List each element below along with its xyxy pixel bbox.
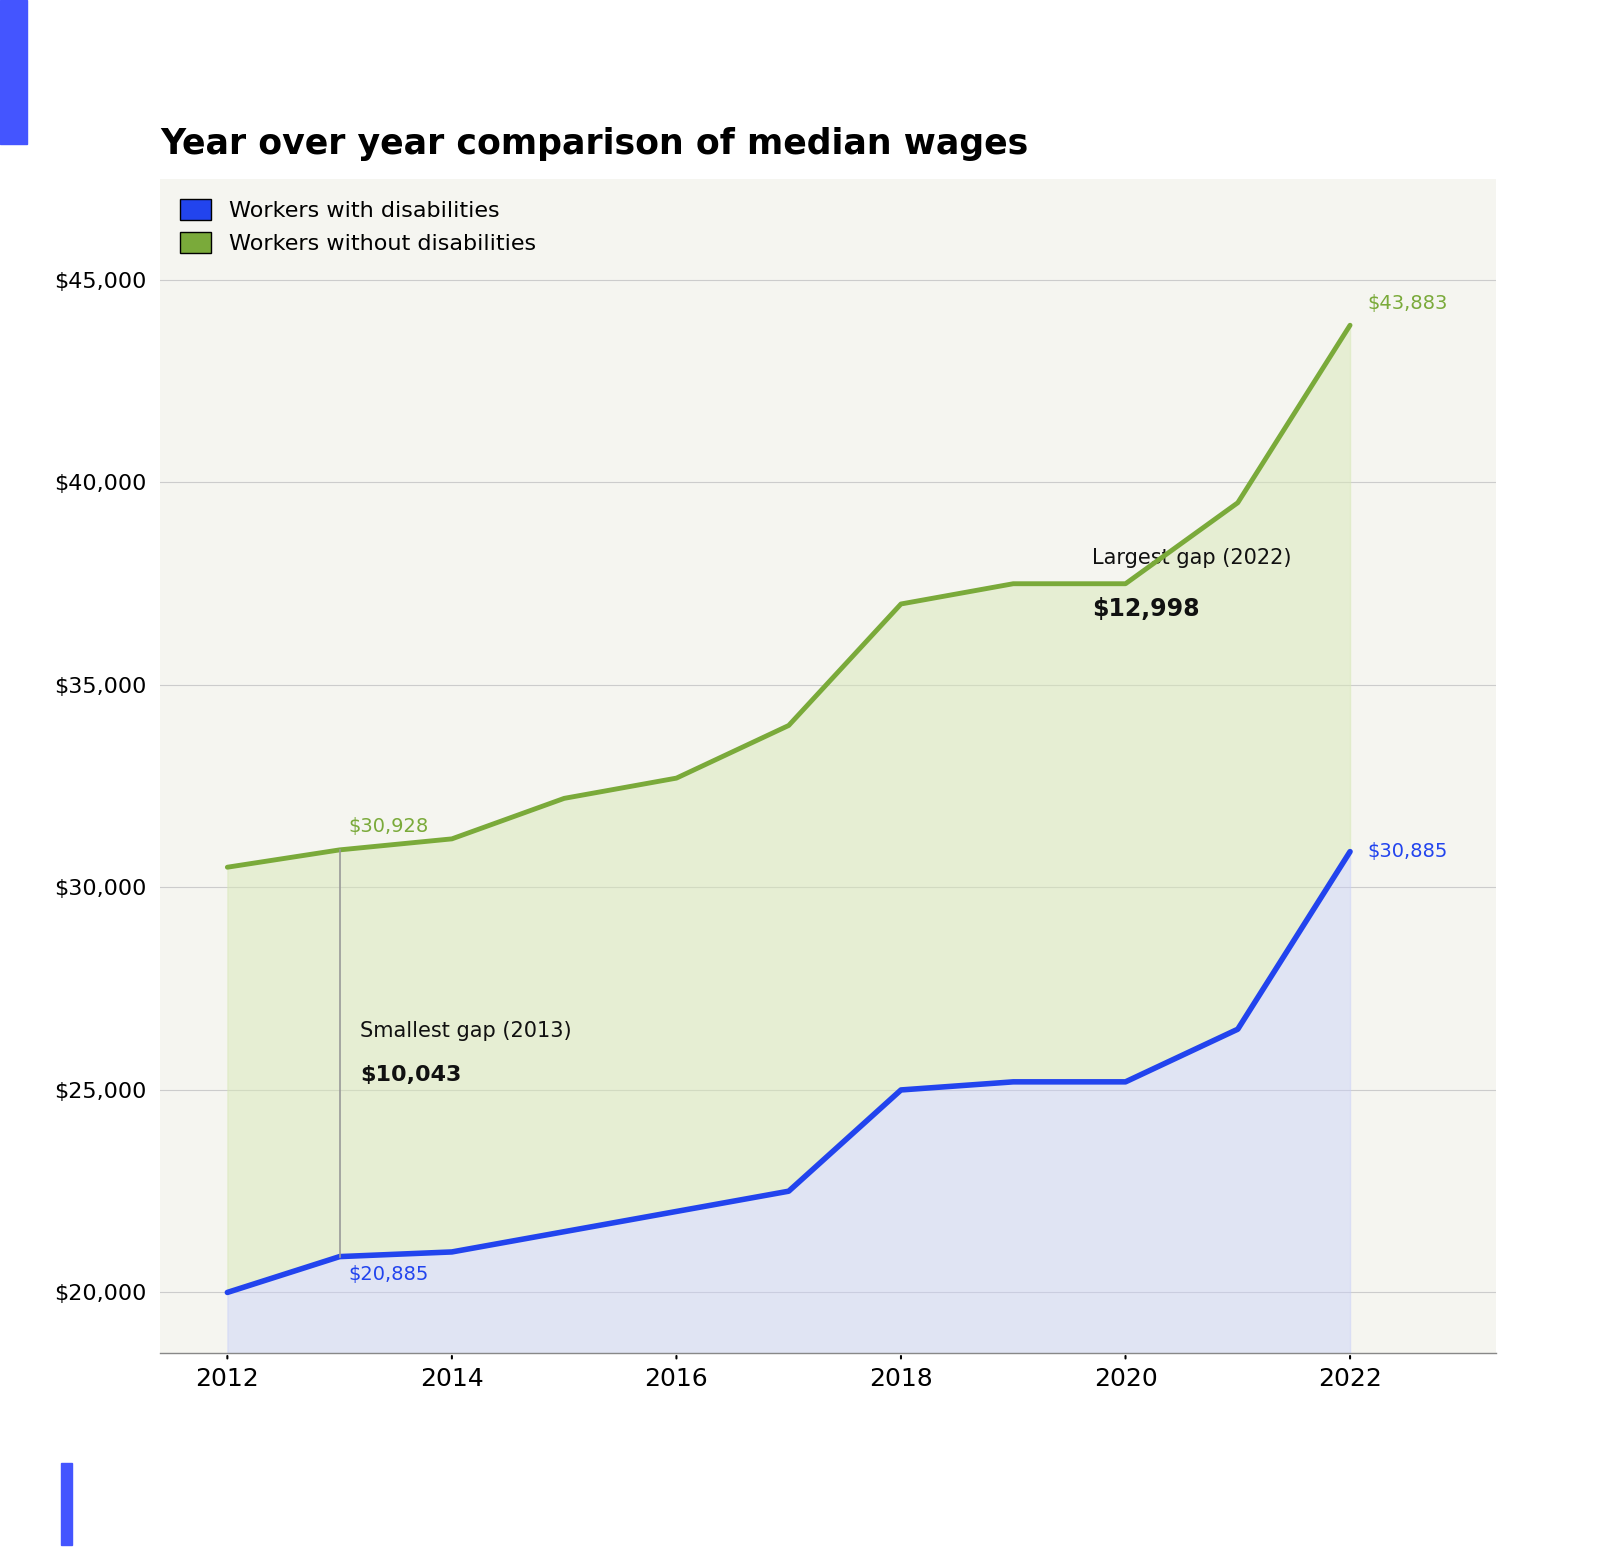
Text: $43,883: $43,883 [1366, 295, 1448, 314]
Text: $20,885: $20,885 [349, 1265, 429, 1284]
Bar [61, 1463, 72, 1544]
Text: $12,998: $12,998 [1091, 596, 1200, 621]
Text: $10,043: $10,043 [360, 1065, 461, 1085]
Bar [0, 0, 27, 144]
Text: $30,885: $30,885 [1366, 842, 1448, 861]
Text: $30,928: $30,928 [349, 817, 429, 836]
Legend: Workers with disabilities, Workers without disabilities: Workers with disabilities, Workers witho… [171, 190, 546, 263]
Text: Source: Atticus Study: Source: Atticus Study [99, 1491, 382, 1516]
Text: Largest gap (2022): Largest gap (2022) [1091, 549, 1291, 568]
Text: ⚡ Atticus: ⚡ Atticus [1309, 1486, 1475, 1521]
Text: Year over year comparison of median wages: Year over year comparison of median wage… [160, 127, 1029, 162]
Text: Smallest gap (2013): Smallest gap (2013) [360, 1021, 571, 1041]
Text: The earnings divide: The earnings divide [446, 41, 1154, 103]
